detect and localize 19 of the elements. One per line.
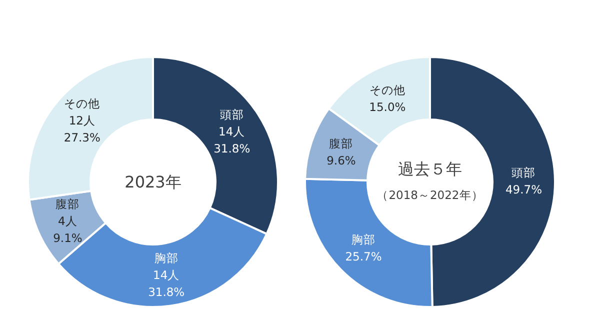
slice-label: 頭部 — [220, 107, 244, 122]
text: 2023年 — [124, 172, 182, 192]
data-label: 25.7% — [345, 250, 382, 264]
data-label: 49.7% — [505, 182, 542, 197]
text: 過去５年 — [398, 160, 462, 178]
slice-label: その他 — [369, 82, 406, 97]
slice-label: 胸部 — [154, 250, 178, 265]
data-label: 9.6% — [326, 153, 356, 168]
data-label: 14人 31.8% — [214, 124, 250, 156]
slice-label: その他 — [64, 96, 100, 111]
slice-label: 腹部 — [329, 136, 354, 150]
data-label: 14人 31.8% — [148, 268, 185, 299]
data-label: 15.0% — [369, 100, 406, 114]
slice-label: 頭部 — [512, 166, 536, 180]
text: （2018～2022年） — [376, 188, 484, 202]
data-label: 4人 9.1% — [53, 214, 82, 245]
slice-label: 胸部 — [352, 232, 376, 247]
data-label: 12人 27.3% — [64, 114, 100, 145]
slice-label: 腹部 — [56, 196, 80, 211]
